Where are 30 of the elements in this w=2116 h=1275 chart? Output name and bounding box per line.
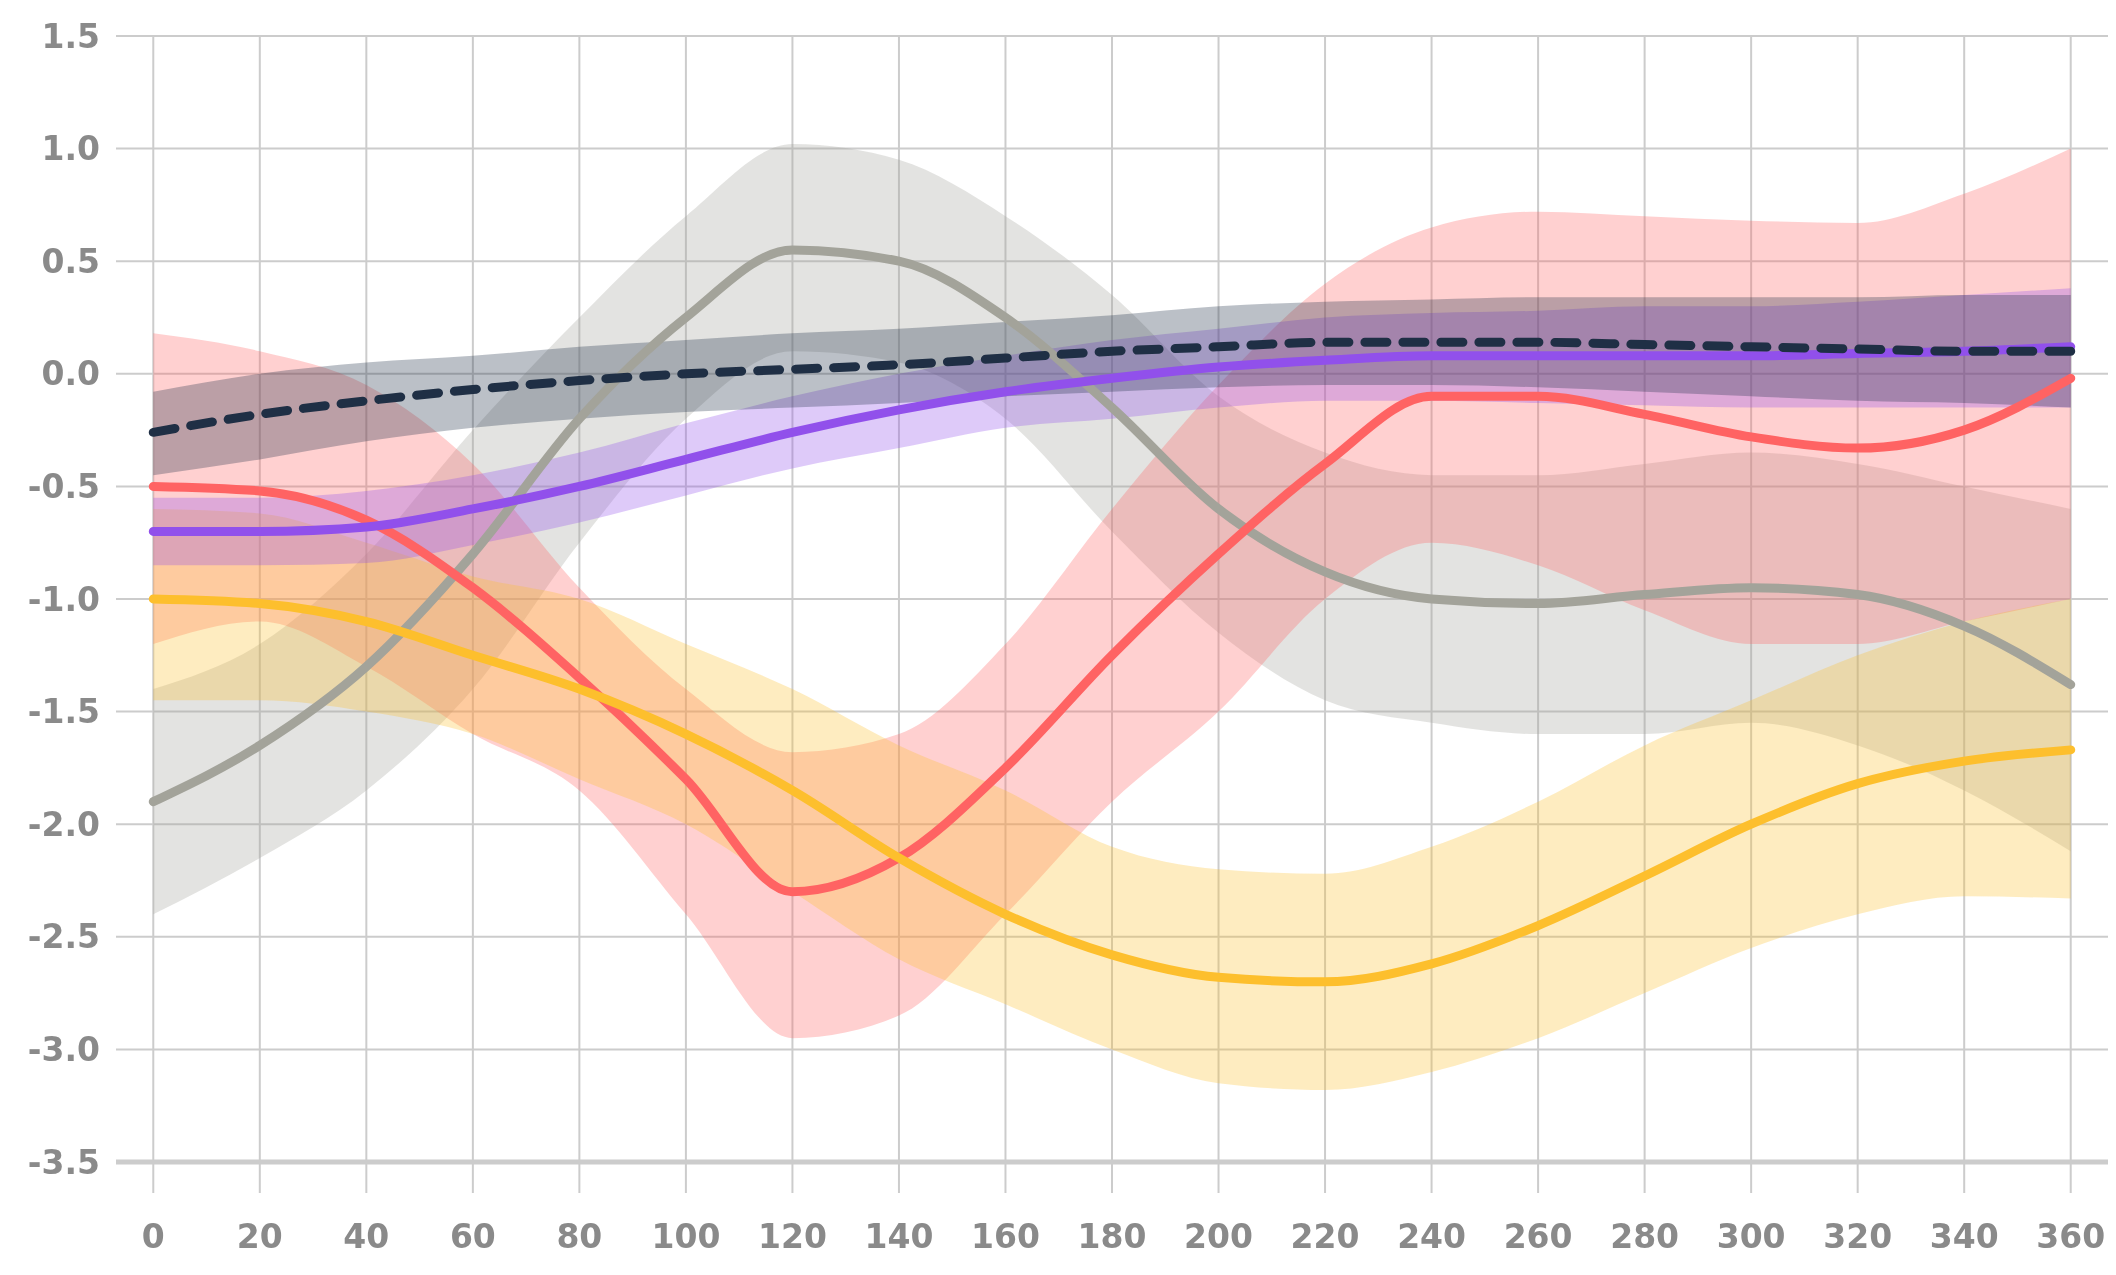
x-tick-label: 220 bbox=[1290, 1217, 1360, 1256]
x-tick-label: 40 bbox=[343, 1217, 390, 1256]
x-tick-label: 100 bbox=[651, 1217, 721, 1256]
y-tick-label: -2.5 bbox=[27, 917, 100, 957]
y-tick-label: -0.5 bbox=[27, 466, 100, 506]
y-tick-label: -3.0 bbox=[27, 1029, 100, 1069]
y-tick-label: -2.0 bbox=[27, 804, 100, 844]
y-tick-label: -1.5 bbox=[27, 692, 100, 732]
x-tick-label: 340 bbox=[1929, 1217, 1999, 1256]
y-tick-label: 1.0 bbox=[41, 129, 100, 169]
x-tick-label: 260 bbox=[1503, 1217, 1573, 1256]
y-tick-label: 1.5 bbox=[41, 16, 100, 56]
x-tick-label: 180 bbox=[1077, 1217, 1147, 1256]
y-tick-label: -3.5 bbox=[27, 1142, 100, 1182]
x-tick-label: 280 bbox=[1610, 1217, 1680, 1256]
x-tick-label: 0 bbox=[141, 1217, 165, 1256]
x-tick-label: 320 bbox=[1823, 1217, 1893, 1256]
x-tick-label: 160 bbox=[971, 1217, 1040, 1256]
x-tick-label: 120 bbox=[757, 1217, 827, 1256]
x-tick-label: 360 bbox=[2036, 1217, 2106, 1256]
x-tick-label: 20 bbox=[236, 1217, 283, 1256]
x-tick-label: 240 bbox=[1397, 1217, 1467, 1256]
y-tick-label: 0.5 bbox=[41, 241, 100, 281]
x-tick-label: 60 bbox=[449, 1217, 496, 1256]
x-tick-label: 80 bbox=[556, 1217, 603, 1256]
y-tick-label: -1.0 bbox=[27, 579, 100, 619]
y-tick-label: 0.0 bbox=[41, 354, 100, 394]
x-tick-label: 300 bbox=[1716, 1217, 1786, 1256]
x-tick-label: 140 bbox=[864, 1217, 934, 1256]
x-tick-label: 200 bbox=[1184, 1217, 1253, 1256]
